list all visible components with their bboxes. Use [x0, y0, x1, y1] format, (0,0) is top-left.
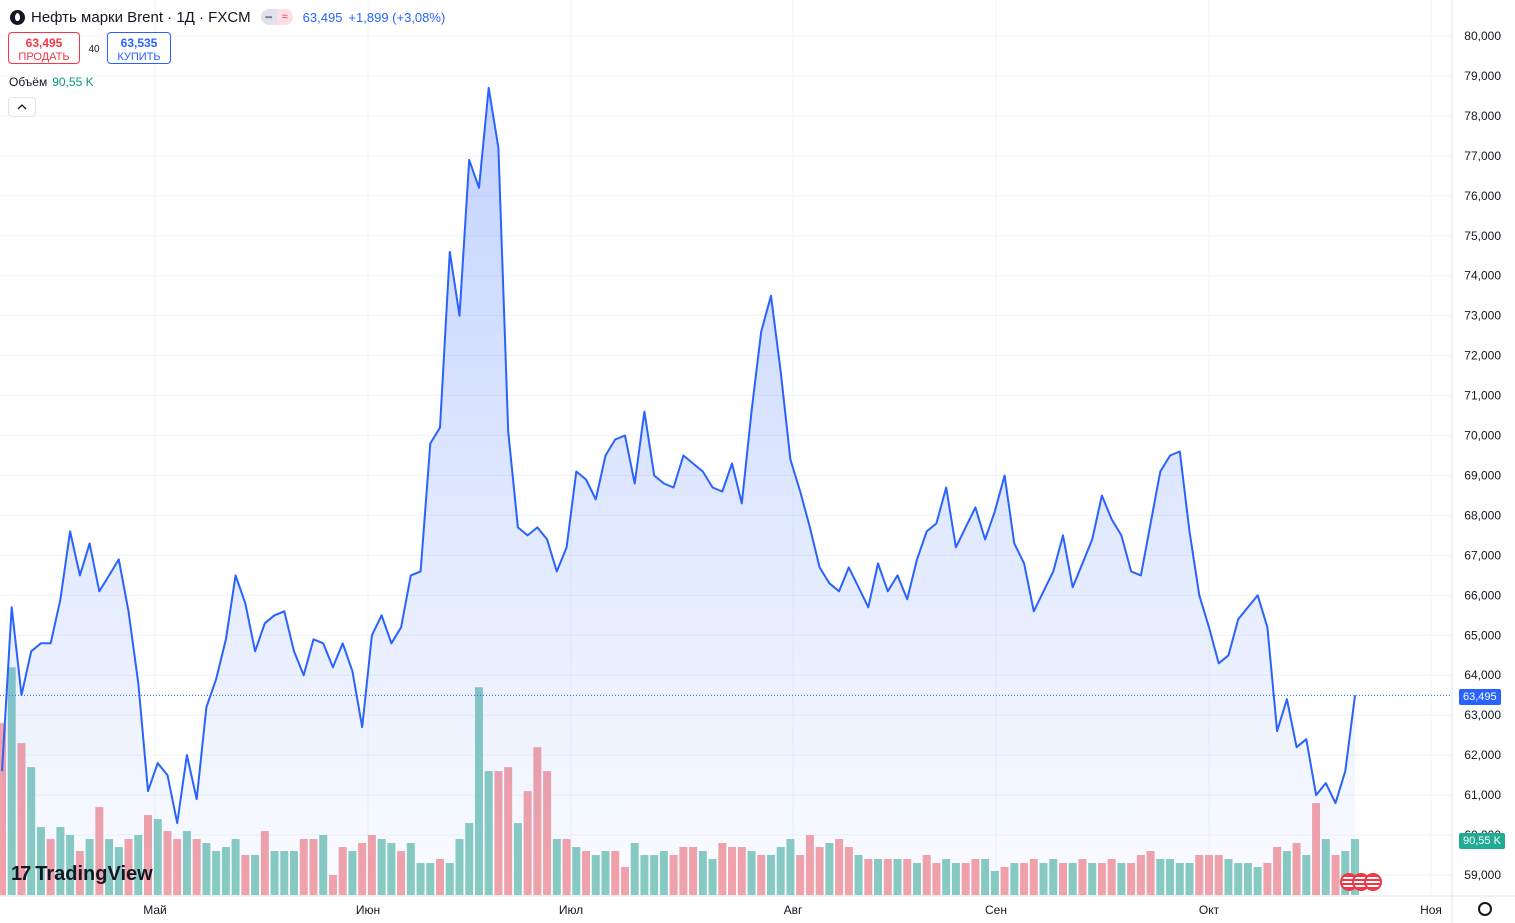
y-tick-label: 70,000: [1464, 429, 1501, 443]
oil-drop-icon: [10, 9, 25, 25]
sell-price: 63,495: [25, 36, 63, 50]
y-tick-label: 71,000: [1464, 389, 1501, 403]
tradingview-wordmark: TradingView: [35, 863, 153, 885]
y-tick-label: 77,000: [1464, 149, 1501, 163]
x-tick-label: Ноя: [1420, 903, 1442, 917]
y-tick-label: 74,000: [1464, 269, 1501, 283]
economic-events[interactable]: [1340, 873, 1382, 891]
volume-legend-value: 90,55 K: [52, 75, 94, 89]
y-tick-label: 65,000: [1464, 628, 1501, 642]
chart-settings-gear-icon[interactable]: [1478, 902, 1492, 916]
x-tick-label: Окт: [1199, 903, 1220, 917]
tradingview-mark-icon: 17: [11, 863, 31, 885]
y-tick-label: 72,000: [1464, 349, 1501, 363]
market-status-pill[interactable]: ━ ≈: [260, 9, 293, 25]
chevron-up-icon: [17, 104, 27, 110]
collapse-legend-button[interactable]: [8, 97, 36, 117]
x-tick-label: Авг: [784, 903, 803, 917]
buy-price: 63,535: [120, 36, 158, 50]
market-closed-icon: ━: [260, 9, 277, 25]
price-change: +1,899 (+3,08%): [348, 9, 446, 25]
symbol-title[interactable]: Нефть марки Brent · 1Д · FXCM: [31, 8, 251, 26]
price-axis-label: 63,495: [1459, 689, 1501, 705]
y-tick-label: 66,000: [1464, 588, 1501, 602]
buy-label: КУПИТЬ: [117, 51, 161, 63]
volume-axis-label: 90,55 K: [1459, 833, 1505, 849]
tradingview-logo[interactable]: 17 TradingView: [11, 863, 153, 886]
y-tick-label: 73,000: [1464, 309, 1501, 323]
x-tick-label: Июн: [356, 903, 380, 917]
y-tick-label: 79,000: [1464, 69, 1501, 83]
us-flag-icon[interactable]: [1364, 873, 1382, 891]
y-tick-label: 75,000: [1464, 229, 1501, 243]
buy-button[interactable]: 63,535 КУПИТЬ: [107, 32, 171, 64]
y-tick-label: 80,000: [1464, 29, 1501, 43]
last-price: 63,495: [302, 9, 343, 25]
y-tick-label: 78,000: [1464, 109, 1501, 123]
delayed-data-icon: ≈: [276, 9, 293, 25]
sell-button[interactable]: 63,495 ПРОДАТЬ: [8, 32, 80, 64]
y-tick-label: 64,000: [1464, 668, 1501, 682]
price-line[interactable]: [1, 86, 1356, 825]
y-tick-label: 76,000: [1464, 189, 1501, 203]
symbol-header: Нефть марки Brent · 1Д · FXCM ━ ≈ 63,495…: [10, 7, 445, 27]
x-tick-label: Сен: [985, 903, 1007, 917]
volume-legend-label: Объём: [9, 75, 48, 89]
y-tick-label: 68,000: [1464, 508, 1501, 522]
price-area-fill: [2, 87, 1355, 895]
y-tick-label: 61,000: [1464, 788, 1501, 802]
y-tick-label: 59,000: [1464, 868, 1501, 882]
spread-value: 40: [88, 44, 100, 55]
y-tick-label: 62,000: [1464, 748, 1501, 762]
y-tick-label: 63,000: [1464, 708, 1501, 722]
y-tick-label: 69,000: [1464, 468, 1501, 482]
x-tick-label: Июл: [559, 903, 583, 917]
y-tick-label: 67,000: [1464, 548, 1501, 562]
volume-legend[interactable]: Объём 90,55 K: [9, 75, 94, 89]
sell-label: ПРОДАТЬ: [18, 51, 70, 63]
x-tick-label: Май: [143, 903, 167, 917]
